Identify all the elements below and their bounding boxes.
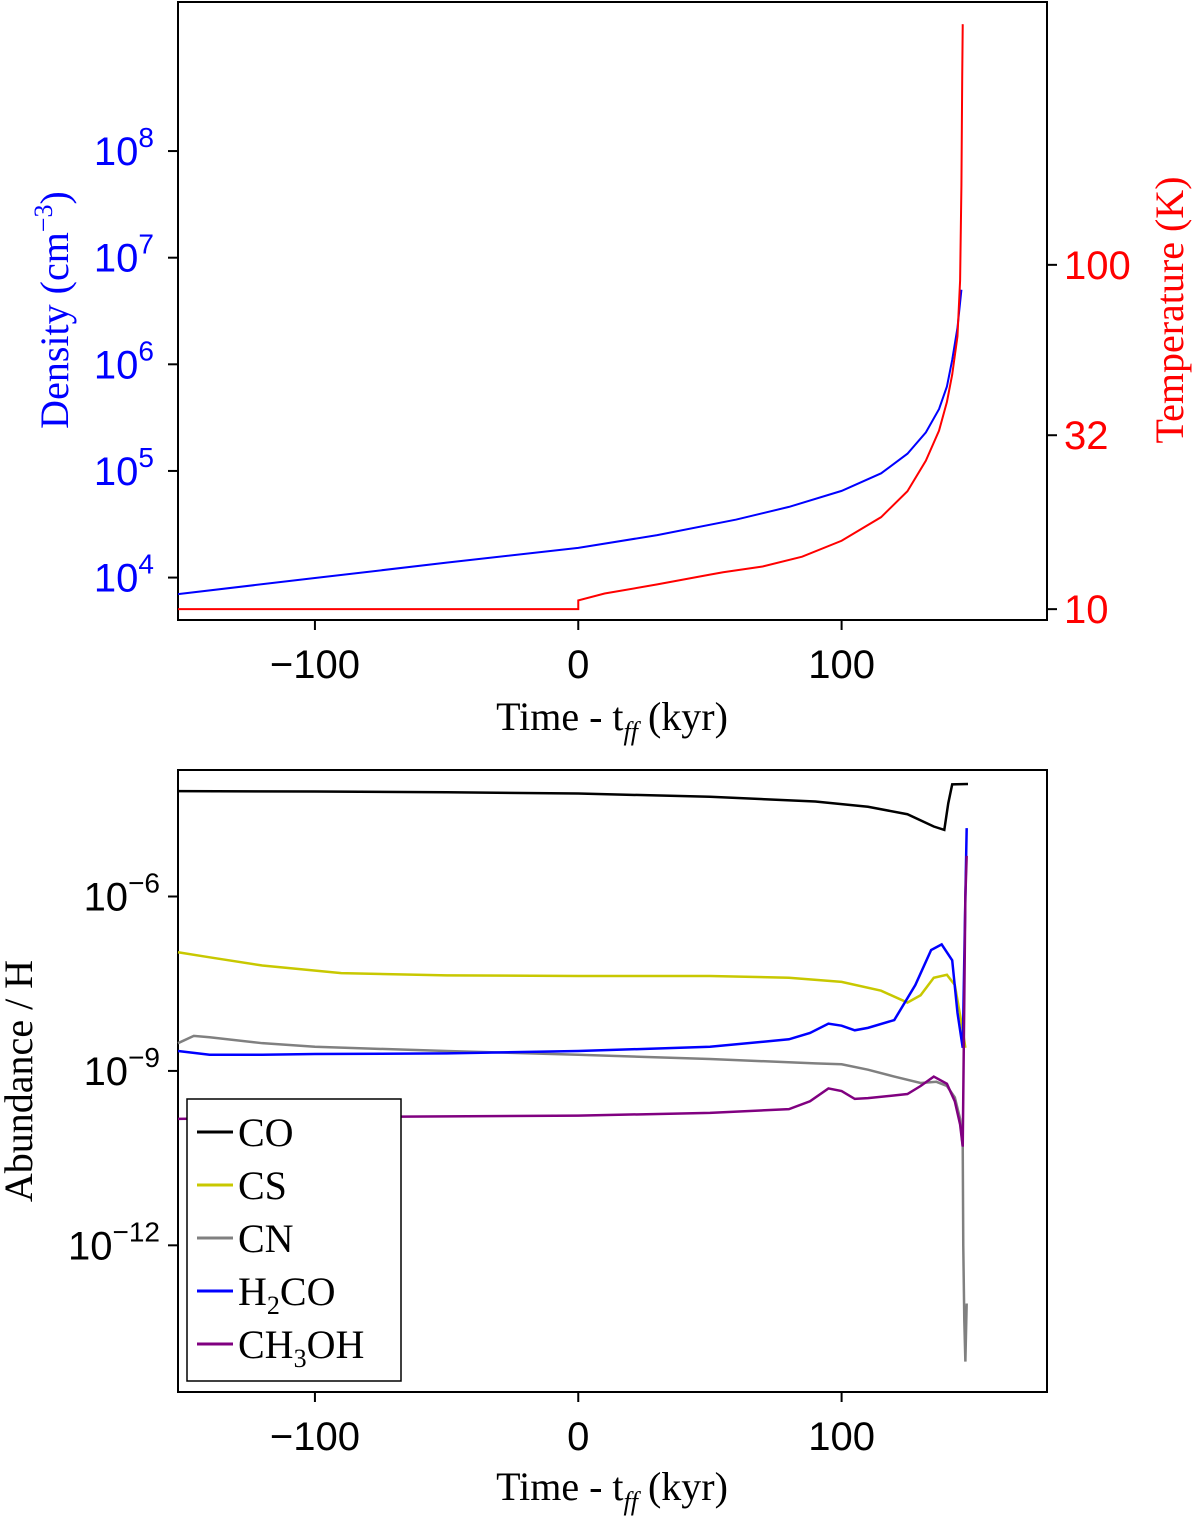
top-x-ticks: −100 0 100 [270, 620, 875, 687]
top-plot-frame [177, 1, 1048, 621]
bottom-x-axis-label: Time - tff (kyr) [496, 1464, 728, 1516]
bottom-plot-frame [177, 769, 1048, 1393]
top-left-ticks: 104 105 106 107 108 [94, 122, 178, 601]
temperature-tick-label: 32 [1064, 414, 1109, 458]
bottom-panel: −100 0 100 10−6 10−9 10−12 Time - tff (kyr) A… [0, 769, 1048, 1516]
x-tick-label: 0 [567, 643, 589, 687]
density-axis-label: Density (cm−3) [29, 191, 77, 429]
series-line-cs [177, 951, 967, 1048]
x-tick-label: 100 [808, 1415, 875, 1459]
abundance-tick-label: 10−6 [84, 868, 160, 920]
top-series-group [177, 24, 964, 611]
series-line-co [177, 782, 969, 832]
legend-frame [186, 1098, 402, 1382]
x-tick-label: −100 [270, 1415, 360, 1459]
top-right-ticks: 10 32 100 [1047, 244, 1131, 632]
series-line-h2co [177, 828, 968, 1056]
legend-label: CN [238, 1216, 294, 1261]
legend-label: CO [238, 1110, 294, 1155]
density-tick-label: 108 [94, 122, 154, 174]
abundance-tick-label: 10−12 [68, 1216, 160, 1268]
temperature-tick-label: 100 [1064, 244, 1131, 288]
series-line-ch3oh [177, 855, 968, 1147]
legend-label: H2CO [238, 1269, 335, 1320]
series-line-density [177, 289, 963, 596]
x-tick-label: 0 [567, 1415, 589, 1459]
top-x-axis-label: Time - tff (kyr) [496, 694, 728, 746]
temperature-tick-label: 10 [1064, 588, 1109, 632]
density-tick-label: 107 [94, 229, 154, 281]
density-tick-label: 105 [94, 442, 154, 494]
x-tick-label: −100 [270, 643, 360, 687]
series-line-temperature [178, 24, 964, 611]
density-tick-label: 106 [94, 335, 154, 387]
abundance-tick-label: 10−9 [84, 1042, 160, 1094]
top-panel: −100 0 100 104 105 106 107 108 10 32 100 Time - … [29, 1, 1192, 746]
bottom-x-ticks: −100 0 100 [270, 1392, 875, 1459]
x-tick-label: 100 [808, 643, 875, 687]
bottom-y-ticks: 10−6 10−9 10−12 [68, 868, 178, 1268]
temperature-axis-label: Temperature (K) [1147, 176, 1192, 443]
series-line-cn [177, 1034, 968, 1362]
legend-label: CH3OH [238, 1322, 364, 1373]
abundance-axis-label: Abundance / H [0, 960, 41, 1202]
legend-label: CS [238, 1163, 287, 1208]
density-tick-label: 104 [94, 549, 154, 601]
bottom-series-group [177, 782, 969, 1362]
